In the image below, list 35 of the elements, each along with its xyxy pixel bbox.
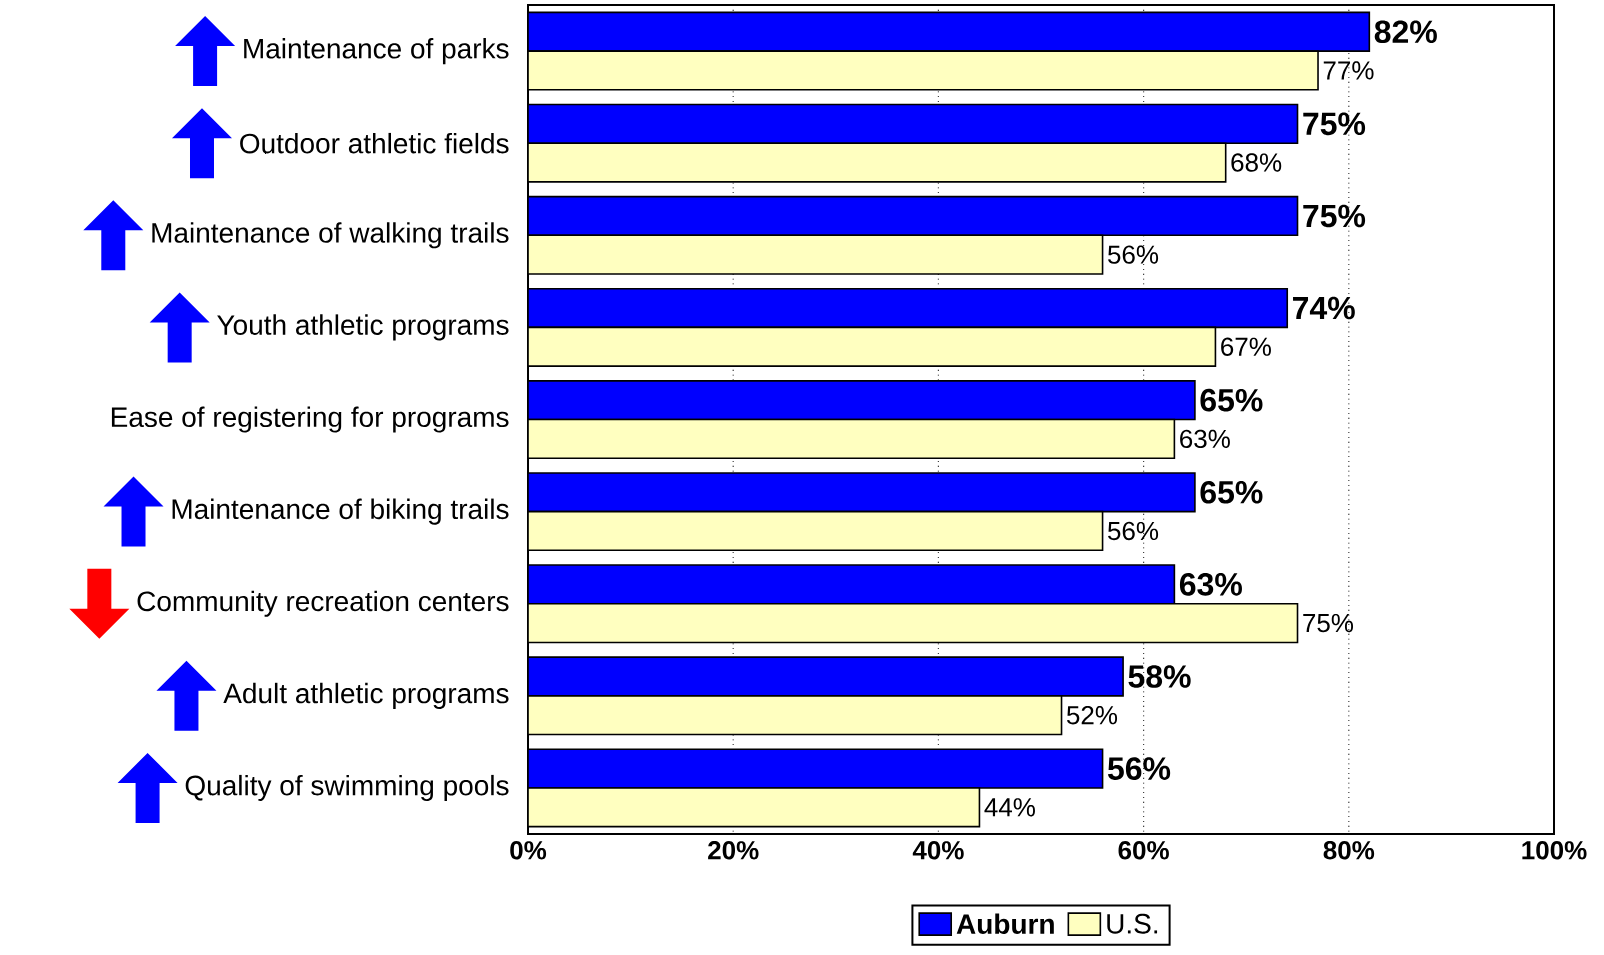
legend-label: U.S.	[1107, 913, 1158, 934]
y-tick-label: Outdoor athletic fields	[240, 132, 509, 154]
data-label: 75%	[1303, 112, 1366, 136]
data-label: 77%	[1323, 61, 1374, 80]
data-label: 52%	[1066, 705, 1118, 725]
data-label: 68%	[1231, 153, 1282, 172]
x-tick-label: 60%	[1118, 841, 1169, 860]
legend-label: Auburn	[956, 913, 1054, 935]
data-label: 56%	[1108, 521, 1159, 541]
y-tick-label: Ease of registering for programs	[111, 406, 509, 433]
data-label: 75%	[1303, 204, 1366, 228]
y-tick-label: Maintenance of biking trails	[172, 498, 509, 525]
data-label: 82%	[1374, 20, 1437, 44]
data-label: 65%	[1200, 480, 1263, 504]
data-label: 56%	[1107, 757, 1171, 780]
data-label: 58%	[1128, 665, 1191, 688]
data-label: 65%	[1200, 388, 1263, 412]
data-label: 67%	[1221, 337, 1271, 356]
x-tick-label: 100%	[1522, 841, 1587, 860]
data-label: 44%	[984, 798, 1035, 817]
data-label: 63%	[1179, 573, 1242, 596]
y-tick-label: Maintenance of parks	[244, 38, 509, 65]
x-tick-label: 20%	[708, 841, 759, 860]
data-label: 74%	[1293, 296, 1355, 320]
y-tick-label: Maintenance of walking trails	[152, 222, 509, 249]
x-tick-label: 80%	[1323, 841, 1375, 860]
y-tick-label: Quality of swimming pools	[185, 774, 509, 801]
y-tick-label: Community recreation centers	[137, 590, 509, 617]
y-tick-label: Youth athletic programs	[217, 314, 509, 341]
data-label: 63%	[1180, 429, 1230, 449]
x-tick-label: 40%	[912, 841, 964, 860]
data-label: 56%	[1108, 245, 1159, 264]
y-tick-label: Adult athletic programs	[223, 682, 509, 709]
x-tick-label: 0%	[510, 841, 547, 860]
data-label: 75%	[1303, 613, 1354, 633]
